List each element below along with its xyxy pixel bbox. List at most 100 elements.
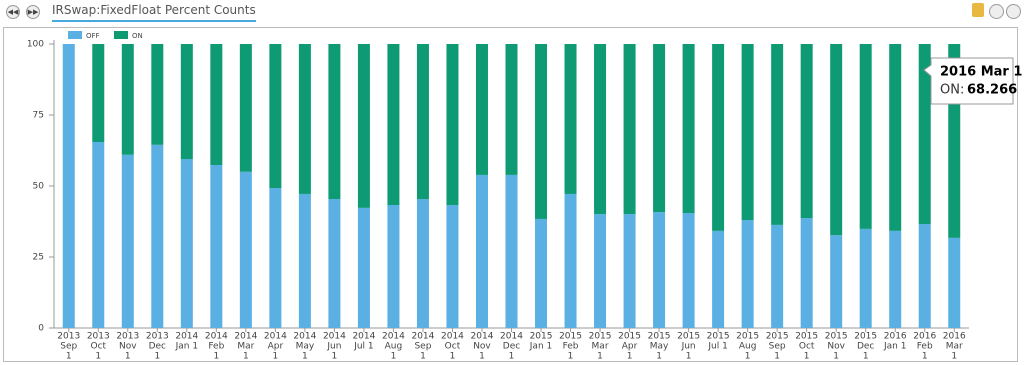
x-tick-label: 2015 [736, 332, 759, 342]
x-tick-label: Jun [681, 342, 696, 352]
bar-segment [475, 174, 488, 328]
tooltip-box [923, 57, 1014, 105]
legend-label: ON [132, 32, 143, 40]
bar-segment [535, 44, 548, 219]
tooltip-title: 2016 Mar 1 [940, 65, 1022, 80]
bar-segment [889, 44, 902, 231]
bar-segment [357, 44, 370, 208]
bar-segment [505, 174, 518, 328]
x-tick-label: 2013 [57, 332, 80, 342]
x-tick-label: 2013 [87, 332, 110, 342]
x-tick-label: 2013 [116, 332, 139, 342]
bar-segment [889, 230, 902, 328]
bar-segment [918, 44, 931, 225]
x-tick-label: Sep [60, 342, 77, 352]
bar-segment [800, 218, 813, 328]
x-tick-label: Jan 1 [883, 342, 906, 352]
bar-segment [948, 237, 961, 328]
x-tick-label: 2014 [293, 332, 316, 342]
x-tick-label: Dec [503, 342, 520, 352]
bar-segment [269, 187, 282, 328]
bar-segment [151, 44, 164, 145]
settings-icon[interactable] [1006, 4, 1021, 19]
bar-segment [653, 44, 666, 213]
x-tick-label: Feb [208, 342, 224, 352]
x-tick-label: 1 [450, 352, 456, 362]
x-tick-label: Jan 1 [175, 342, 198, 352]
bar-segment [741, 44, 754, 221]
x-tick-label: 2014 [411, 332, 434, 342]
bar-segment [859, 44, 872, 229]
x-tick-label: Jun [326, 342, 341, 352]
tooltip-value: 68.266 [967, 83, 1017, 98]
bar-segment [771, 44, 784, 225]
bar-segment [682, 212, 695, 328]
x-tick-label: 1 [332, 352, 338, 362]
x-tick-label: 1 [479, 352, 485, 362]
bar-segment [210, 164, 223, 328]
bar-segment [416, 44, 429, 200]
chart-tab-title[interactable]: IRSwap:FixedFloat Percent Counts [52, 3, 256, 22]
x-tick-label: 2015 [854, 332, 877, 342]
x-tick-label: 1 [627, 352, 633, 362]
x-tick-label: Mar [946, 342, 963, 352]
x-tick-label: 2014 [441, 332, 464, 342]
x-tick-label: 2014 [264, 332, 287, 342]
x-tick-label: 1 [243, 352, 249, 362]
x-tick-label: 2015 [795, 332, 818, 342]
x-tick-label: 2015 [559, 332, 582, 342]
bar-segment [800, 44, 813, 219]
x-tick-label: 1 [302, 352, 308, 362]
bar-segment [712, 44, 725, 231]
x-tick-label: 1 [804, 352, 810, 362]
bar-segment [918, 224, 931, 328]
x-tick-label: 2015 [648, 332, 671, 342]
bar-segment [505, 44, 518, 175]
x-tick-label: 2015 [766, 332, 789, 342]
x-tick-label: 1 [66, 352, 72, 362]
tooltip: 2016 Mar 1 ON: 68.266 [923, 57, 1022, 105]
bar-segment [535, 218, 548, 328]
x-tick-label: 1 [420, 352, 426, 362]
y-tick-label: 75 [33, 111, 44, 121]
x-tick-label: 2014 [175, 332, 198, 342]
x-tick-label: 1 [774, 352, 780, 362]
tooltip-label: ON: [940, 83, 964, 98]
bar-segment [121, 44, 134, 155]
x-tick-label: Oct [445, 342, 461, 352]
x-tick-label: Apr [622, 342, 638, 352]
bar-segment [564, 193, 577, 328]
x-tick-label: 2015 [618, 332, 641, 342]
x-tick-label: Nov [473, 342, 491, 352]
x-tick-label: 2016 [913, 332, 936, 342]
bar-segment [830, 235, 843, 328]
x-tick-label: 2014 [382, 332, 405, 342]
bar-segment [239, 44, 252, 172]
legend-swatch [68, 31, 82, 39]
x-tick-label: 2014 [352, 332, 375, 342]
bar-segment [92, 141, 105, 328]
x-tick-label: Feb [563, 342, 579, 352]
bar-segment [121, 154, 134, 328]
x-tick-label: 2016 [884, 332, 907, 342]
bar-segment [92, 44, 105, 142]
bar-segment [328, 199, 341, 328]
bar-segment [564, 44, 577, 194]
x-tick-label: Jul 1 [707, 342, 727, 352]
collapse-icon[interactable] [989, 4, 1004, 19]
bar-segment [623, 44, 636, 215]
x-tick-label: Nov [827, 342, 845, 352]
export-icon[interactable] [972, 3, 984, 17]
x-tick-label: Oct [90, 342, 106, 352]
x-tick-label: 2014 [234, 332, 257, 342]
x-tick-label: 2014 [471, 332, 494, 342]
x-tick-label: Nov [119, 342, 137, 352]
bar-segment [594, 214, 607, 328]
bar-segment [712, 230, 725, 328]
prev-button[interactable]: ◀◀ [6, 5, 20, 19]
x-tick-label: 1 [154, 352, 160, 362]
y-tick-label: 0 [38, 324, 44, 334]
bar-segment [62, 44, 75, 328]
next-button[interactable]: ▶▶ [26, 5, 40, 19]
